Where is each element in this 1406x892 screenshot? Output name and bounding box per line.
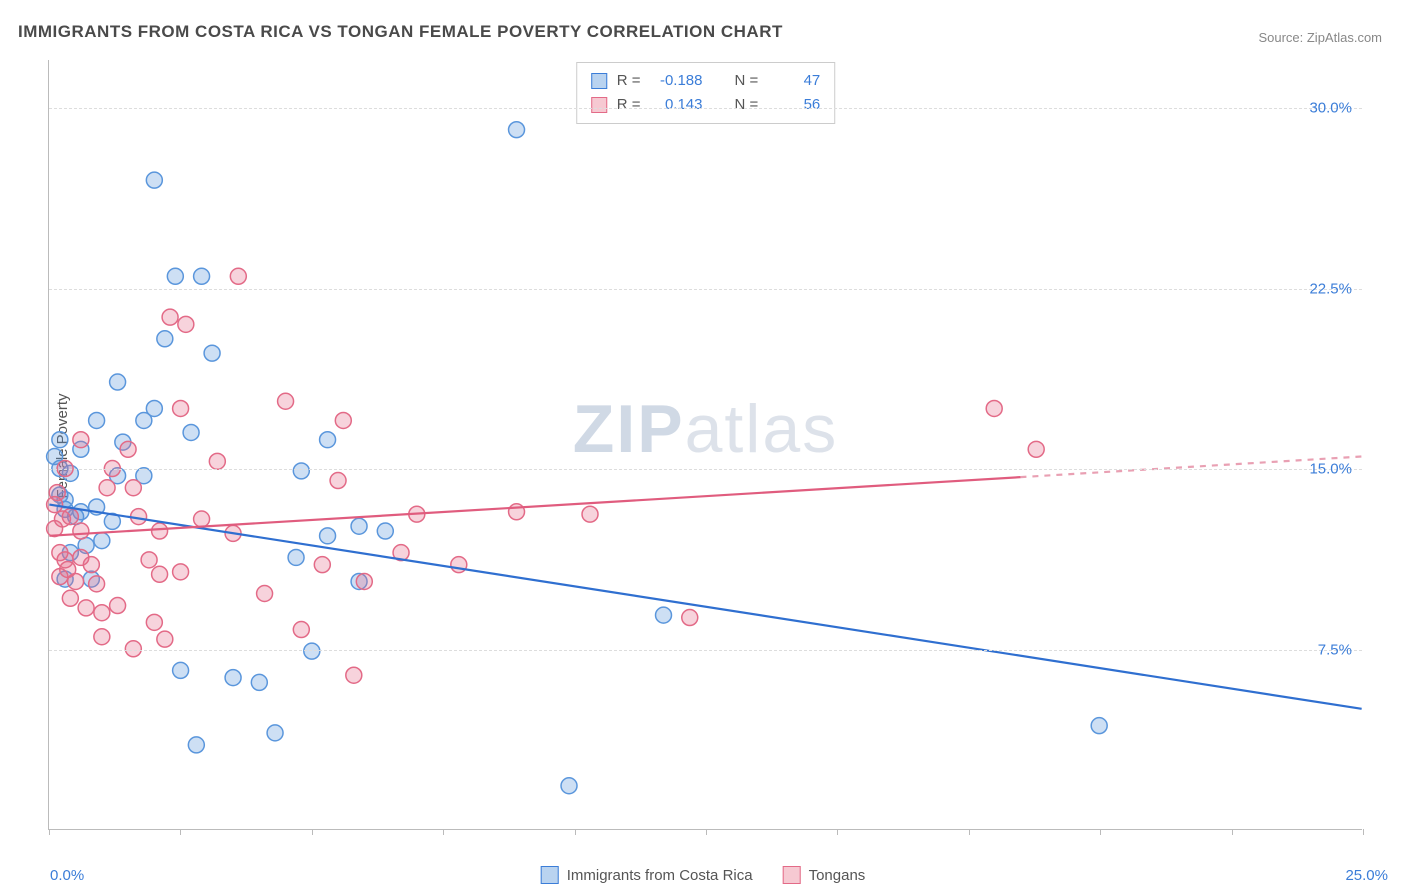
x-axis-tick-min: 0.0% [50, 867, 84, 884]
gridline [49, 469, 1362, 470]
x-axis-tick-mark [180, 829, 181, 835]
trend-lines-layer [49, 60, 1362, 829]
legend-item: Immigrants from Costa Rica [541, 866, 753, 884]
legend-label: Immigrants from Costa Rica [567, 867, 753, 884]
x-axis-tick-mark [837, 829, 838, 835]
x-axis-tick-mark [1100, 829, 1101, 835]
legend-label: Tongans [809, 867, 866, 884]
x-axis-tick-mark [969, 829, 970, 835]
x-axis-tick-mark [1232, 829, 1233, 835]
x-axis-tick-mark [443, 829, 444, 835]
source-attribution: Source: ZipAtlas.com [1258, 30, 1382, 45]
x-axis-tick-mark [312, 829, 313, 835]
x-axis-tick-max: 25.0% [1345, 867, 1388, 884]
trend-line [49, 477, 1020, 536]
y-axis-tick-label: 15.0% [1309, 461, 1352, 478]
chart-title: IMMIGRANTS FROM COSTA RICA VS TONGAN FEM… [18, 22, 783, 42]
x-axis-tick-mark [706, 829, 707, 835]
gridline [49, 289, 1362, 290]
bottom-legend: Immigrants from Costa Rica Tongans [541, 866, 866, 884]
legend-item: Tongans [783, 866, 866, 884]
plot-area: ZIPatlas R = -0.188 N = 47 R = 0.143 N =… [48, 60, 1362, 830]
y-axis-tick-label: 7.5% [1318, 641, 1352, 658]
x-axis-tick-mark [1363, 829, 1364, 835]
x-axis-tick-mark [49, 829, 50, 835]
y-axis-tick-label: 22.5% [1309, 280, 1352, 297]
series-swatch-icon [541, 866, 559, 884]
gridline [49, 650, 1362, 651]
y-axis-tick-label: 30.0% [1309, 100, 1352, 117]
trend-line [49, 505, 1361, 709]
x-axis-tick-mark [575, 829, 576, 835]
series-swatch-icon [783, 866, 801, 884]
gridline [49, 108, 1362, 109]
